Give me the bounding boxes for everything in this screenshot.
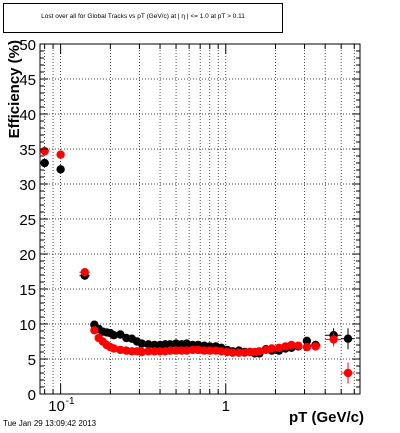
y-tick-label: 5 xyxy=(28,352,36,369)
x-axis-title: pT (GeV/c) xyxy=(289,409,364,426)
y-tick-label: 35 xyxy=(19,142,36,159)
y-axis-title: Efficiency (%) xyxy=(6,40,23,138)
data-point xyxy=(329,335,338,344)
data-point xyxy=(228,348,237,357)
y-tick-label: 45 xyxy=(19,72,36,89)
data-point xyxy=(90,326,99,335)
data-point xyxy=(287,340,296,350)
data-point xyxy=(56,150,65,159)
series-1 xyxy=(40,146,355,384)
y-tick-label: 15 xyxy=(19,282,36,299)
data-point xyxy=(144,347,153,356)
data-point xyxy=(40,158,49,168)
data-series xyxy=(40,146,355,384)
data-point xyxy=(80,268,89,277)
data-point xyxy=(137,339,146,348)
x-tick-label: 1 xyxy=(222,398,230,415)
data-point xyxy=(165,346,175,355)
y-tick-label: 25 xyxy=(19,212,36,229)
data-point xyxy=(294,341,303,350)
series-0 xyxy=(40,158,355,358)
y-tick-label: 10 xyxy=(19,317,36,334)
y-tick-label: 20 xyxy=(19,247,36,264)
axis-ticks xyxy=(40,43,360,395)
data-point xyxy=(234,348,244,357)
x-tick-exponent: -1 xyxy=(66,396,75,407)
y-tick-label: 40 xyxy=(19,107,36,124)
data-point xyxy=(109,344,119,353)
data-point xyxy=(343,368,353,378)
data-point xyxy=(144,340,153,349)
data-point xyxy=(274,343,284,352)
timestamp: Tue Jan 29 13:09:42 2013 xyxy=(3,419,97,428)
y-tick-label: 50 xyxy=(19,37,36,54)
y-tick-label: 0 xyxy=(28,387,36,404)
data-point xyxy=(40,146,49,156)
data-point xyxy=(267,344,276,353)
data-point xyxy=(193,345,203,355)
chart-title: Lost over all for Global Tracks vs pT (G… xyxy=(41,13,245,20)
data-point xyxy=(311,342,320,351)
data-point xyxy=(255,347,264,356)
data-point xyxy=(302,342,312,352)
data-point xyxy=(343,334,353,343)
data-point xyxy=(137,347,146,357)
data-point xyxy=(109,331,119,340)
y-tick-label: 30 xyxy=(19,177,36,194)
data-point xyxy=(205,346,214,355)
data-point xyxy=(56,165,65,174)
data-point xyxy=(302,336,312,345)
title-box: Lost over all for Global Tracks vs pT (G… xyxy=(3,3,283,33)
x-tick-label: 10 xyxy=(48,398,65,415)
